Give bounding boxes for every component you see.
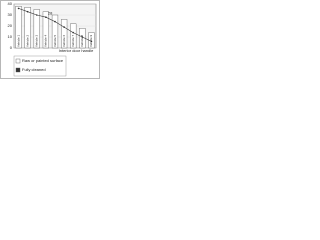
annotation: 28 bbox=[48, 10, 53, 15]
y-tick-label: 30 bbox=[8, 12, 13, 17]
x-tick-label: Vehicle 8 bbox=[80, 34, 84, 47]
y-tick-label: 20 bbox=[8, 23, 13, 28]
y-tick-label: 40 bbox=[8, 1, 13, 6]
marker bbox=[35, 14, 38, 16]
bar bbox=[42, 11, 50, 49]
y-tick-label: 10 bbox=[8, 34, 13, 39]
x-tick-label: Vehicle 6 bbox=[62, 34, 66, 47]
bar bbox=[24, 7, 31, 49]
legend-box bbox=[13, 55, 67, 77]
marker bbox=[26, 10, 29, 13]
bar bbox=[70, 23, 77, 49]
x-tick-label: Vehicle 9 bbox=[89, 34, 93, 47]
x-tick-label: Vehicle 2 bbox=[25, 34, 29, 47]
bar bbox=[51, 14, 59, 49]
marker bbox=[54, 20, 56, 23]
bar bbox=[33, 9, 40, 49]
x-tick-label: Vehicle 7 bbox=[71, 34, 75, 47]
legend-swatch bbox=[15, 67, 21, 73]
y-tick-label: 0 bbox=[10, 45, 13, 50]
marker bbox=[63, 26, 65, 28]
legend-swatch bbox=[15, 58, 21, 64]
x-axis-label: Interior door handle bbox=[59, 48, 94, 53]
marker bbox=[17, 7, 20, 10]
chart: Interior door handle 0 10 20 30 40 Vehicle 1 V… bbox=[0, 0, 100, 79]
x-tick-label: Vehicle 5 bbox=[53, 34, 57, 47]
marker bbox=[90, 40, 93, 43]
legend-label: Raw or painted surface bbox=[22, 58, 64, 63]
x-tick-label: Vehicle 4 bbox=[44, 34, 48, 47]
marker bbox=[72, 31, 75, 34]
x-tick-label: Vehicle 3 bbox=[35, 34, 39, 47]
marker bbox=[45, 16, 47, 19]
legend-label: Fully cleaned bbox=[22, 67, 46, 72]
x-tick-label: Vehicle 1 bbox=[16, 34, 20, 47]
bar bbox=[15, 5, 22, 49]
marker bbox=[81, 36, 84, 38]
bar bbox=[60, 19, 68, 49]
